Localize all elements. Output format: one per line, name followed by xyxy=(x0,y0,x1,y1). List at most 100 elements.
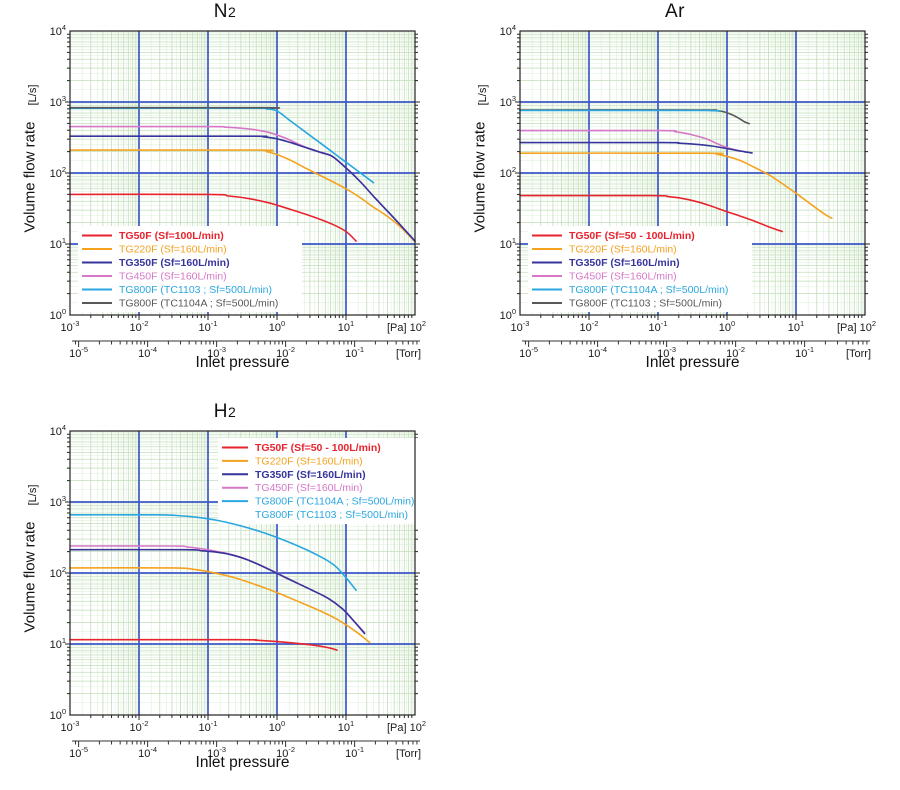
pa-tick-label: 10-2 xyxy=(580,319,599,334)
chart-title-ar: Ar xyxy=(450,1,900,23)
major-grid xyxy=(70,31,415,315)
y-tick-label: 104 xyxy=(50,423,66,438)
chart-title-main: H xyxy=(213,401,228,422)
y-axis-unit: [L/s] xyxy=(477,84,489,106)
legend-label: TG50F (Sf=50 - 100L/min) xyxy=(255,442,381,454)
torr-tick-label: 10-2 xyxy=(276,745,295,760)
plot-svg-h2: 100 101 102 103 104 10-3 10-2 10-1 100 101 [Pa] 10… xyxy=(50,423,426,760)
x-axis-title: Inlet pressure xyxy=(195,354,290,371)
torr-unit-label: [Torr] xyxy=(846,348,871,360)
legend-label: TG800F (TC1104A ; Sf=500L/min) xyxy=(255,496,414,508)
y-axis-title: Volume flow rate xyxy=(21,121,39,233)
chart-title-main: N xyxy=(213,1,228,22)
chart-title-h2: H2 xyxy=(0,401,450,423)
pa-tick-label: 100 xyxy=(719,319,735,334)
torr-tick-label: 10-5 xyxy=(69,345,88,360)
chart-title-main: Ar xyxy=(665,1,685,22)
legend-label: TG800F (TC1104A ; Sf=500L/min) xyxy=(119,298,278,310)
pa-tick-label: 10-1 xyxy=(649,319,668,334)
legend-label: TG450F (Sf=160L/min) xyxy=(569,271,677,283)
series-tg350f xyxy=(69,135,416,242)
legend-label: TG350F (Sf=160L/min) xyxy=(119,257,230,269)
plot-svg-ar: 100 101 102 103 104 10-3 10-2 10-1 100 101 [Pa] 10… xyxy=(500,23,876,360)
y-tick-label: 103 xyxy=(500,94,516,109)
torr-tick-label: 10-4 xyxy=(138,345,157,360)
pa-tick-label: 10-2 xyxy=(130,319,149,334)
pa-tick-label: 100 xyxy=(269,719,285,734)
chart-panel-h2: 100 101 102 103 104 10-3 10-2 10-1 100 101 [Pa] 10… xyxy=(0,400,450,790)
legend-label: TG800F (TC1103 ; Sf=500L/min) xyxy=(569,298,722,310)
legend-background xyxy=(218,438,420,524)
plot-border xyxy=(69,430,416,716)
y-tick-labels: 100 101 102 103 104 xyxy=(50,23,66,322)
series-lines xyxy=(69,513,371,651)
torr-tick-label: 10-3 xyxy=(657,345,676,360)
series-tg50f xyxy=(69,193,357,242)
torr-tick-label: 10-2 xyxy=(276,345,295,360)
chart-title-sub: 2 xyxy=(227,4,237,20)
pa-tick-label: 101 xyxy=(338,319,354,334)
legend-label: TG800F (TC1104A ; Sf=500L/min) xyxy=(569,284,728,296)
pa-tick-label: 10-1 xyxy=(199,319,218,334)
y-tick-label: 101 xyxy=(50,636,66,651)
plot-border xyxy=(69,30,416,316)
x-axis-title: Inlet pressure xyxy=(645,354,740,371)
plot-svg-n2: 100 101 102 103 104 10-3 10-2 10-1 100 101 [Pa] 10… xyxy=(50,23,426,360)
y-tick-label: 101 xyxy=(50,236,66,251)
torr-axis xyxy=(522,340,870,347)
legend-label: TG50F (Sf=50 - 100L/min) xyxy=(569,230,695,242)
legend-label: TG450F (Sf=160L/min) xyxy=(119,271,227,283)
pa-tick-label: 101 xyxy=(788,319,804,334)
y-tick-label: 104 xyxy=(50,23,66,38)
series-lines xyxy=(69,106,416,243)
torr-tick-label: 10-5 xyxy=(69,745,88,760)
pa-tick-label: 10-3 xyxy=(511,319,530,334)
series-tg800f-tc1104a- xyxy=(69,106,281,109)
torr-tick-label: 10-1 xyxy=(345,345,364,360)
y-tick-labels: 100 101 102 103 104 xyxy=(500,23,516,322)
legend-label: TG800F (TC1103 ; Sf=500L/min) xyxy=(119,284,272,296)
legend-label: TG220F (Sf=160L/min) xyxy=(569,244,677,256)
legend-background xyxy=(78,226,302,312)
series-tg50f xyxy=(69,638,338,651)
legend: TG50F (Sf=100L/min)TG220F (Sf=160L/min)T… xyxy=(82,230,278,310)
torr-tick-label: 10-1 xyxy=(795,345,814,360)
pa-tick-labels: 10-3 10-2 10-1 100 101 [Pa] 102 xyxy=(511,319,876,334)
y-tick-labels: 100 101 102 103 104 xyxy=(50,423,66,722)
torr-tick-labels: 10-5 10-4 10-3 10-2 10-1 [Torr] xyxy=(69,745,421,760)
y-tick-label: 100 xyxy=(500,307,516,322)
pa-unit-label: [Pa] 102 xyxy=(837,319,876,334)
y-tick-label: 101 xyxy=(500,236,516,251)
y-tick-label: 104 xyxy=(500,23,516,38)
y-axis-title: Volume flow rate xyxy=(21,521,39,633)
torr-tick-label: 10-1 xyxy=(345,745,364,760)
pa-tick-label: 101 xyxy=(338,719,354,734)
series-tg800f xyxy=(69,513,357,592)
y-axis-unit: [L/s] xyxy=(27,84,39,106)
torr-unit-label: [Torr] xyxy=(396,748,421,760)
torr-tick-label: 10-3 xyxy=(207,745,226,760)
series-tg50f xyxy=(519,194,783,233)
legend-label: TG350F (Sf=160L/min) xyxy=(255,469,366,481)
torr-axis xyxy=(72,740,420,747)
series-lines xyxy=(519,109,833,233)
torr-tick-label: 10-4 xyxy=(588,345,607,360)
legend-label: TG220F (Sf=160L/min) xyxy=(255,455,363,467)
y-tick-label: 100 xyxy=(50,307,66,322)
torr-tick-label: 10-4 xyxy=(138,745,157,760)
series-tg800f-tc1104a- xyxy=(519,109,722,112)
y-tick-label: 103 xyxy=(50,494,66,509)
legend-label: TG800F (TC1103 ; Sf=500L/min) xyxy=(255,509,408,521)
pa-tick-label: 10-3 xyxy=(61,719,80,734)
legend-label: TG450F (Sf=160L/min) xyxy=(255,482,363,494)
pa-tick-label: 10-2 xyxy=(130,719,149,734)
pa-unit-label: [Pa] 102 xyxy=(387,719,426,734)
legend-background xyxy=(528,226,752,312)
pa-tick-labels: 10-3 10-2 10-1 100 101 [Pa] 102 xyxy=(61,319,426,334)
torr-tick-label: 10-3 xyxy=(207,345,226,360)
y-tick-label: 102 xyxy=(50,165,66,180)
torr-tick-label: 10-5 xyxy=(519,345,538,360)
y-tick-label: 102 xyxy=(50,565,66,580)
series-tg220f xyxy=(519,152,833,220)
